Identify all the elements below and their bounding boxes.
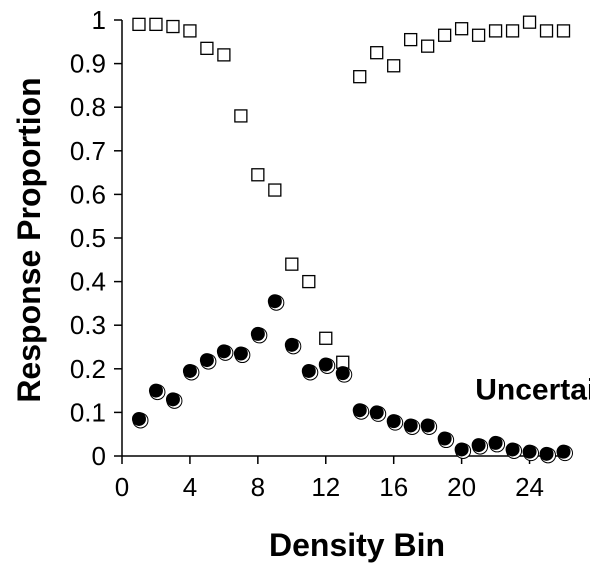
- square-point: [505, 24, 520, 38]
- circle-point: [335, 366, 350, 381]
- square-point: [556, 24, 571, 38]
- square-point: [166, 19, 180, 34]
- x-tick-label: 20: [447, 472, 476, 502]
- square-point: [387, 59, 401, 73]
- x-tick-label: 16: [379, 472, 408, 502]
- circle-point: [471, 438, 486, 453]
- x-axis-title: Density Bin: [269, 527, 445, 563]
- circle-point: [437, 431, 452, 446]
- square-point: [539, 24, 554, 38]
- y-tick-label: 0.3: [70, 310, 106, 340]
- circle-point: [369, 405, 384, 420]
- square-point: [353, 70, 367, 84]
- y-tick-label: 0.8: [70, 92, 106, 122]
- square-point: [200, 41, 214, 55]
- x-tick-label: 8: [251, 472, 265, 502]
- circle-point: [522, 444, 537, 459]
- y-axis-ticks: 0 0.1 0.2 0.3 0.4 0.5 0.6 0.7 0.8 0.9 1: [70, 5, 122, 471]
- square-point: [268, 183, 282, 197]
- square-point: [132, 17, 146, 32]
- circle-point: [284, 337, 299, 352]
- square-point: [234, 109, 248, 123]
- y-tick-label: 0.2: [70, 354, 106, 384]
- square-point: [217, 48, 231, 62]
- x-tick-label: 0: [115, 472, 129, 502]
- x-axis-ticks: 0 4 8 12 16 20 24: [115, 456, 544, 502]
- x-tick-label: 4: [183, 472, 197, 502]
- uncertain-annotation: Uncertain: [475, 373, 590, 406]
- circle-point: [403, 418, 418, 433]
- circle-point: [352, 403, 367, 418]
- x-tick-label: 24: [515, 472, 544, 502]
- circle-point: [199, 353, 214, 368]
- y-tick-label: 0: [92, 441, 106, 471]
- circle-point: [267, 294, 282, 309]
- square-point: [149, 17, 163, 32]
- square-point: [522, 15, 537, 29]
- square-point: [370, 46, 384, 60]
- square-point: [488, 24, 503, 38]
- y-tick-label: 0.7: [70, 136, 106, 166]
- y-tick-label: 0.9: [70, 49, 106, 79]
- square-point: [404, 32, 418, 47]
- y-tick-label: 0.1: [70, 397, 106, 427]
- circle-point: [488, 435, 503, 450]
- circle-point: [165, 392, 180, 407]
- circle-point: [556, 444, 571, 459]
- y-tick-label: 1: [92, 5, 106, 35]
- y-tick-label: 0.6: [70, 179, 106, 209]
- circle-point: [318, 357, 333, 372]
- square-point: [471, 28, 486, 42]
- circle-point: [148, 383, 163, 398]
- square-point: [437, 28, 452, 42]
- circle-point: [216, 344, 231, 359]
- square-point: [285, 257, 299, 271]
- circle-point: [233, 346, 248, 361]
- square-point: [319, 331, 333, 345]
- square-point: [251, 168, 265, 182]
- square-point: [183, 24, 197, 38]
- square-point: [421, 39, 435, 53]
- circle-point: [131, 411, 146, 426]
- circle-point: [301, 363, 316, 378]
- circle-point: [539, 446, 554, 461]
- circle-point: [386, 414, 401, 429]
- y-tick-label: 0.5: [70, 223, 106, 253]
- circle-point: [505, 442, 520, 457]
- x-tick-label: 12: [311, 472, 340, 502]
- square-point: [454, 22, 469, 36]
- circle-point: [250, 326, 265, 341]
- y-tick-label: 0.4: [70, 267, 106, 297]
- y-axis-title: Response Proportion: [11, 77, 47, 402]
- data-points: [131, 15, 574, 464]
- circle-point: [182, 363, 197, 378]
- square-point: [302, 274, 316, 289]
- circle-point: [420, 418, 435, 433]
- circle-point: [454, 442, 469, 457]
